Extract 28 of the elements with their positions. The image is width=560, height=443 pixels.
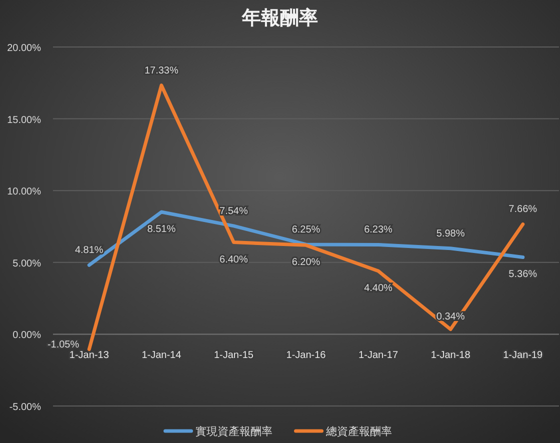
- y-tick-label: 15.00%: [7, 114, 42, 126]
- data-label: 6.23%: [364, 224, 393, 236]
- x-tick-label: 1-Jan-18: [430, 350, 471, 362]
- chart-title: 年報酬率: [241, 7, 318, 29]
- x-tick-label: 1-Jan-16: [286, 350, 326, 362]
- x-tick-label: 1-Jan-15: [214, 350, 254, 362]
- data-label: 4.81%: [74, 245, 104, 256]
- data-label: -1.05%: [47, 339, 80, 350]
- y-tick-label: 0.00%: [12, 330, 42, 342]
- y-tick-label: 10.00%: [7, 186, 42, 198]
- data-label: 6.25%: [292, 224, 320, 236]
- y-tick-label: 20.00%: [7, 43, 42, 54]
- data-label: 7.66%: [508, 204, 538, 216]
- y-tick-label: -5.00%: [9, 402, 42, 413]
- data-label: 5.98%: [436, 228, 465, 240]
- x-tick-label: 1-Jan-14: [142, 350, 182, 362]
- data-label: 17.33%: [144, 65, 178, 76]
- y-tick-label: 5.00%: [12, 258, 42, 270]
- legend-label: 實現資產報酬率: [195, 425, 272, 438]
- data-label: 5.36%: [508, 269, 538, 280]
- data-label: 6.40%: [220, 254, 248, 266]
- x-tick-label: 1-Jan-17: [358, 350, 398, 362]
- data-label: 4.40%: [364, 283, 393, 294]
- data-label: 6.20%: [292, 257, 320, 268]
- x-tick-label: 1-Jan-13: [69, 350, 110, 362]
- x-tick-label: 1-Jan-19: [503, 350, 544, 362]
- data-label: 8.51%: [147, 224, 176, 235]
- legend-label: 總資產報酬率: [324, 425, 392, 438]
